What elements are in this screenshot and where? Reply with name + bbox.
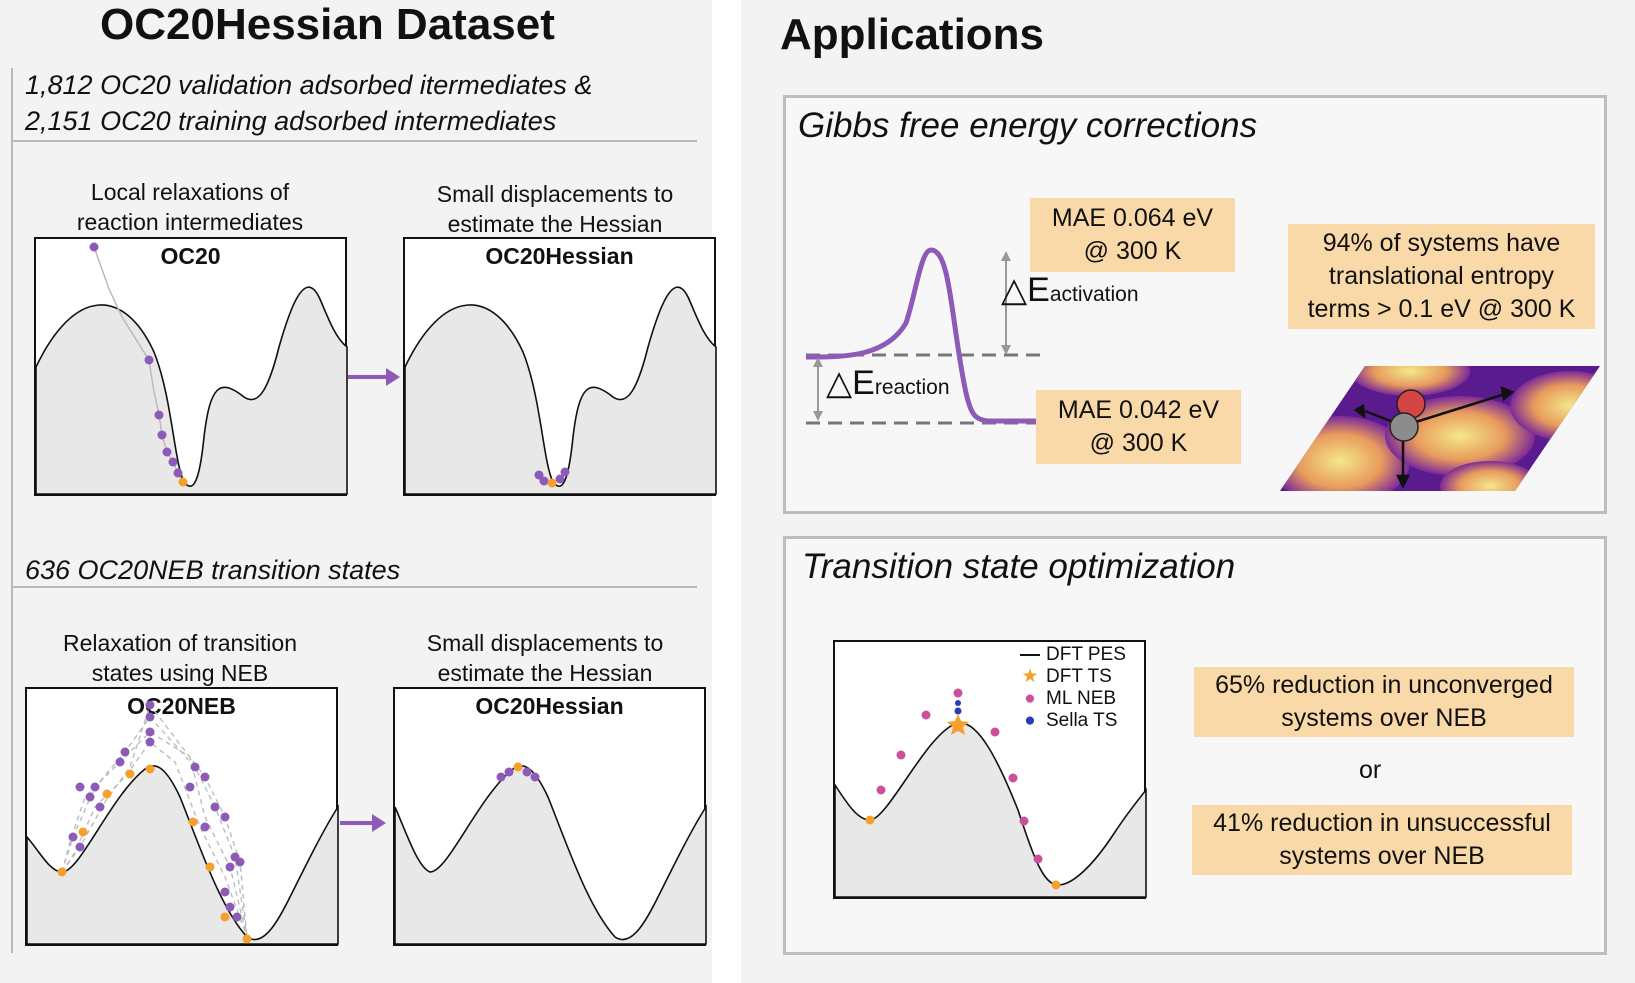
delta-e-reaction-symbol: △E bbox=[826, 364, 875, 402]
ts-optimization-plot: DFT PES ★ DFT TS ● ML NEB ● Sella TS bbox=[833, 640, 1147, 899]
caption-local-relaxations-line1: Local relaxations of bbox=[90, 179, 290, 205]
delta-e-reaction-label: △Ereaction bbox=[826, 363, 950, 403]
result-unsuccessful-tag: 41% reduction in unsuccessful systems ov… bbox=[1192, 805, 1572, 875]
result-unconverged-line2: systems over NEB bbox=[1281, 704, 1487, 732]
delta-e-activation-sub: activation bbox=[1049, 283, 1139, 306]
caption-relaxation-ts-line2: states using NEB bbox=[91, 660, 269, 686]
gibbs-panel: Gibbs free energy corrections △Eactivati… bbox=[783, 95, 1607, 514]
left-vertical-rule bbox=[11, 68, 13, 953]
delta-e-activation-symbol: △E bbox=[1001, 271, 1050, 309]
result-unsuccessful-line1: 41% reduction in unsuccessful bbox=[1213, 809, 1551, 837]
delta-e-activation-label: △Eactivation bbox=[1001, 270, 1139, 310]
caption-small-displacements-2: Small displacements to estimate the Hess… bbox=[390, 628, 700, 688]
mae-activation-tag: MAE 0.064 eV @ 300 K bbox=[1030, 198, 1235, 272]
entropy-line3: terms > 0.1 eV @ 300 K bbox=[1307, 295, 1576, 323]
dataset-title: OC20Hessian Dataset bbox=[100, 0, 555, 49]
oc20hessian-box1-title: OC20Hessian bbox=[485, 243, 634, 269]
entropy-tag: 94% of systems have translational entrop… bbox=[1288, 224, 1595, 329]
caption-small-displacements-1: Small displacements to estimate the Hess… bbox=[400, 179, 710, 239]
caption-small-displacements-1-line2: estimate the Hessian bbox=[447, 211, 663, 237]
or-label: or bbox=[1359, 756, 1382, 784]
section2-divider bbox=[11, 586, 697, 588]
legend-sella-ts-label: Sella TS bbox=[1046, 710, 1118, 731]
legend-ml-neb-label: ML NEB bbox=[1046, 688, 1117, 709]
oc20-relaxation-plot: OC20 bbox=[34, 237, 348, 496]
oc20hessian-plot-2: OC20Hessian bbox=[393, 687, 707, 946]
legend-line-icon bbox=[1020, 653, 1040, 656]
oc20-pes-curve bbox=[35, 242, 348, 495]
result-unsuccessful-line2: systems over NEB bbox=[1279, 842, 1485, 870]
applications-title: Applications bbox=[780, 10, 1045, 59]
oc20neb-pes-curve bbox=[26, 700, 339, 945]
gibbs-title: Gibbs free energy corrections bbox=[798, 106, 1258, 145]
oc20neb-box-title: OC20NEB bbox=[127, 693, 236, 719]
result-unconverged-tag: 65% reduction in unconverged systems ove… bbox=[1194, 667, 1574, 737]
mae-activation-line1: MAE 0.064 eV bbox=[1051, 204, 1214, 232]
oc20hessian-plot-1: OC20Hessian bbox=[403, 237, 717, 496]
entropy-line2: translational entropy bbox=[1328, 262, 1555, 290]
result-unconverged-line1: 65% reduction in unconverged bbox=[1215, 671, 1553, 699]
ts-title: Transition state optimization bbox=[802, 547, 1236, 586]
dot-icon: ● bbox=[1024, 688, 1036, 709]
caption-small-displacements-2-line2: estimate the Hessian bbox=[437, 660, 653, 686]
oc20hessian-pes-curve-2 bbox=[394, 762, 707, 945]
legend-dft-pes: DFT PES bbox=[1020, 644, 1126, 666]
mae-activation-line2: @ 300 K bbox=[1083, 237, 1182, 265]
mae-reaction-tag: MAE 0.042 eV @ 300 K bbox=[1036, 390, 1241, 464]
arrow-right-icon-2 bbox=[340, 814, 386, 832]
mae-reaction-line2: @ 300 K bbox=[1089, 429, 1188, 457]
arrow-right-icon bbox=[348, 368, 400, 386]
section2-subtitle: 636 OC20NEB transition states bbox=[25, 555, 401, 585]
oc20hessian-pes-curve-1 bbox=[404, 286, 717, 495]
oc20neb-plot: OC20NEB bbox=[25, 687, 339, 946]
caption-local-relaxations: Local relaxations of reaction intermedia… bbox=[35, 177, 345, 237]
ts-pes-curve bbox=[834, 688, 1147, 898]
caption-relaxation-ts: Relaxation of transition states using NE… bbox=[25, 628, 335, 688]
section1-subtitle-line1: 1,812 OC20 validation adsorbed itermedia… bbox=[25, 70, 593, 100]
entropy-line1: 94% of systems have bbox=[1322, 229, 1561, 257]
oc20-box-title: OC20 bbox=[160, 243, 221, 269]
oc20hessian-box2-title: OC20Hessian bbox=[475, 693, 624, 719]
caption-small-displacements-1-line1: Small displacements to bbox=[436, 181, 674, 207]
delta-e-reaction-sub: reaction bbox=[874, 376, 950, 399]
legend-dft-pes-label: DFT PES bbox=[1046, 644, 1126, 665]
ts-panel: Transition state optimization DFT PES ★ D… bbox=[783, 536, 1607, 955]
mae-reaction-line1: MAE 0.042 eV bbox=[1057, 396, 1220, 424]
caption-relaxation-ts-line1: Relaxation of transition bbox=[63, 630, 297, 656]
surface-energy-map bbox=[1280, 366, 1600, 491]
legend-dft-ts: ★ DFT TS bbox=[1020, 666, 1126, 688]
ts-legend: DFT PES ★ DFT TS ● ML NEB ● Sella TS bbox=[1020, 644, 1126, 732]
section1-subtitle-line2: 2,151 OC20 training adsorbed intermediat… bbox=[25, 106, 557, 136]
star-icon: ★ bbox=[1021, 666, 1039, 687]
caption-small-displacements-2-line1: Small displacements to bbox=[426, 630, 664, 656]
dot-icon: ● bbox=[1024, 710, 1036, 731]
legend-dft-ts-label: DFT TS bbox=[1046, 666, 1112, 687]
legend-ml-neb: ● ML NEB bbox=[1020, 688, 1126, 710]
caption-local-relaxations-line2: reaction intermediates bbox=[76, 209, 304, 235]
section1-divider bbox=[11, 140, 697, 142]
legend-sella-ts: ● Sella TS bbox=[1020, 710, 1126, 732]
